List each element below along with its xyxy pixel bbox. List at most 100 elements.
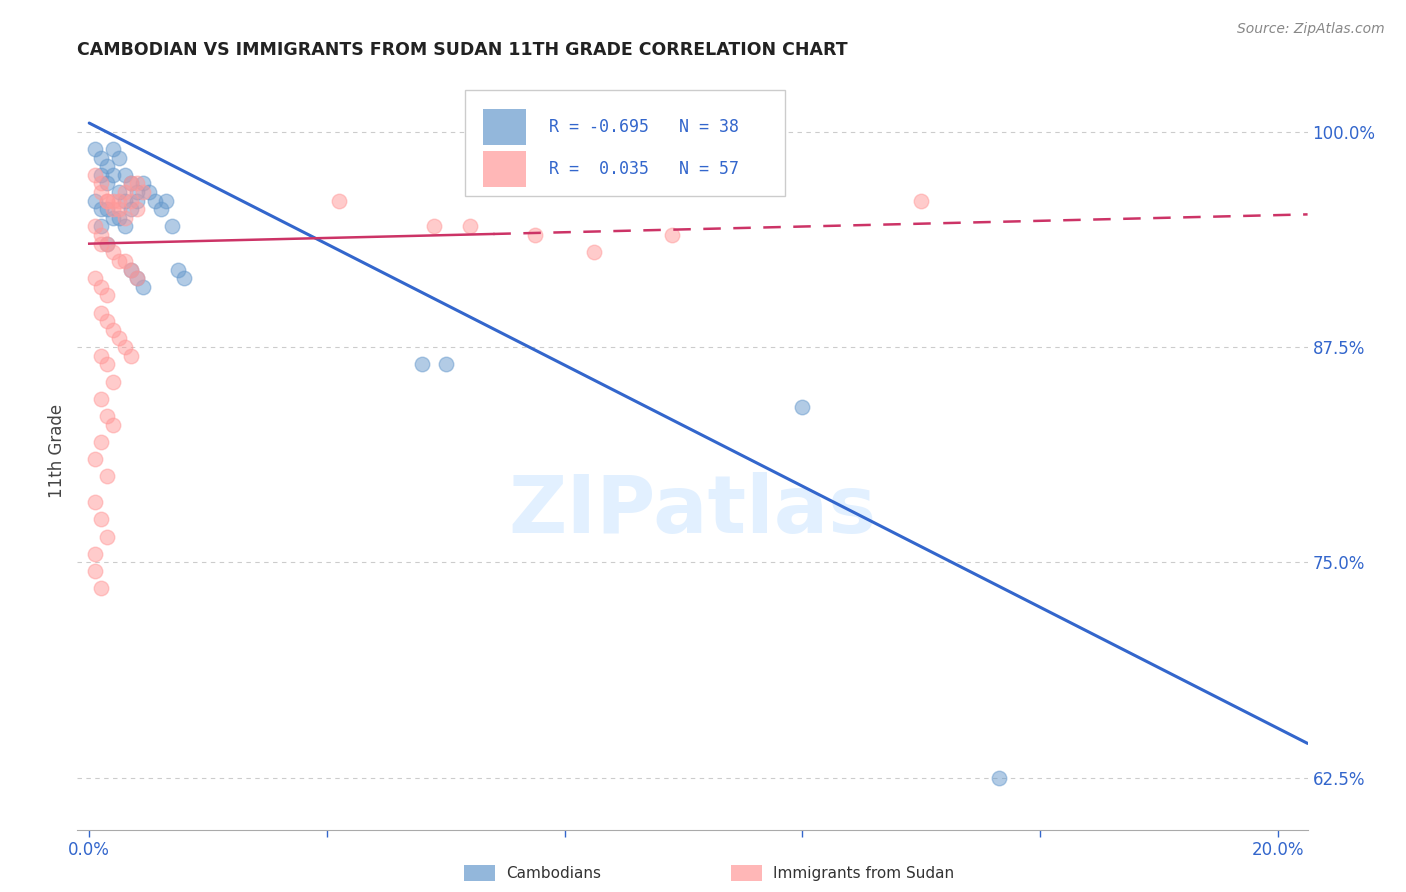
Text: Immigrants from Sudan: Immigrants from Sudan	[773, 866, 955, 880]
Point	[155, 194, 177, 208]
Point	[114, 194, 136, 208]
Point	[120, 262, 142, 277]
Point	[162, 219, 184, 234]
FancyBboxPatch shape	[484, 109, 526, 145]
Text: R = -0.695   N = 38: R = -0.695 N = 38	[548, 118, 738, 136]
Point	[90, 392, 112, 406]
Point	[84, 564, 107, 578]
Point	[120, 194, 142, 208]
Point	[96, 357, 118, 371]
Point	[96, 530, 118, 544]
Point	[90, 168, 112, 182]
Point	[114, 168, 136, 182]
Point	[120, 177, 142, 191]
Point	[114, 211, 136, 225]
Point	[792, 401, 814, 415]
Point	[90, 202, 112, 217]
Point	[101, 202, 124, 217]
Point	[108, 253, 131, 268]
Point	[90, 219, 112, 234]
Text: Cambodians: Cambodians	[506, 866, 602, 880]
Point	[120, 262, 142, 277]
Point	[90, 305, 112, 319]
FancyBboxPatch shape	[484, 151, 526, 187]
Point	[114, 185, 136, 199]
Point	[661, 228, 683, 243]
Point	[411, 357, 433, 371]
Point	[131, 177, 153, 191]
Point	[167, 262, 190, 277]
Point	[90, 236, 112, 251]
Point	[114, 253, 136, 268]
Point	[96, 177, 118, 191]
Point	[120, 177, 142, 191]
Point	[125, 185, 148, 199]
Point	[101, 142, 124, 156]
Point	[523, 228, 546, 243]
Point	[96, 314, 118, 328]
Point	[131, 279, 153, 293]
Point	[108, 331, 131, 345]
Point	[101, 211, 124, 225]
Point	[84, 495, 107, 509]
Point	[84, 142, 107, 156]
Point	[90, 279, 112, 293]
Point	[583, 245, 606, 260]
Point	[125, 202, 148, 217]
Text: ZIPatlas: ZIPatlas	[509, 472, 876, 550]
Point	[120, 349, 142, 363]
Point	[84, 452, 107, 467]
Point	[96, 194, 118, 208]
Point	[84, 168, 107, 182]
Point	[90, 582, 112, 596]
Point	[173, 271, 195, 285]
Point	[101, 194, 124, 208]
Point	[96, 159, 118, 173]
Point	[125, 177, 148, 191]
Point	[90, 177, 112, 191]
Point	[96, 469, 118, 483]
Point	[125, 271, 148, 285]
Point	[101, 323, 124, 337]
Point	[138, 185, 160, 199]
Point	[120, 202, 142, 217]
Point	[90, 349, 112, 363]
Point	[131, 185, 153, 199]
Point	[423, 219, 446, 234]
Point	[328, 194, 350, 208]
Point	[90, 512, 112, 526]
Point	[143, 194, 166, 208]
Point	[114, 219, 136, 234]
Point	[90, 151, 112, 165]
Point	[149, 202, 172, 217]
Point	[101, 245, 124, 260]
Text: CAMBODIAN VS IMMIGRANTS FROM SUDAN 11TH GRADE CORRELATION CHART: CAMBODIAN VS IMMIGRANTS FROM SUDAN 11TH …	[77, 41, 848, 59]
Point	[96, 236, 118, 251]
Point	[84, 219, 107, 234]
Point	[108, 202, 131, 217]
Point	[96, 194, 118, 208]
Point	[90, 228, 112, 243]
Point	[84, 194, 107, 208]
Point	[96, 236, 118, 251]
Point	[108, 211, 131, 225]
Point	[987, 771, 1010, 785]
Point	[910, 194, 932, 208]
Point	[434, 357, 457, 371]
Point	[90, 185, 112, 199]
Text: Source: ZipAtlas.com: Source: ZipAtlas.com	[1237, 22, 1385, 37]
Point	[101, 168, 124, 182]
Point	[125, 194, 148, 208]
Point	[101, 417, 124, 432]
Point	[84, 271, 107, 285]
Point	[96, 288, 118, 302]
Point	[108, 151, 131, 165]
Text: R =  0.035   N = 57: R = 0.035 N = 57	[548, 161, 738, 178]
Point	[458, 219, 481, 234]
Point	[125, 271, 148, 285]
Point	[108, 194, 131, 208]
Point	[101, 375, 124, 389]
Y-axis label: 11th Grade: 11th Grade	[48, 403, 66, 498]
Point	[90, 434, 112, 449]
FancyBboxPatch shape	[465, 90, 785, 196]
